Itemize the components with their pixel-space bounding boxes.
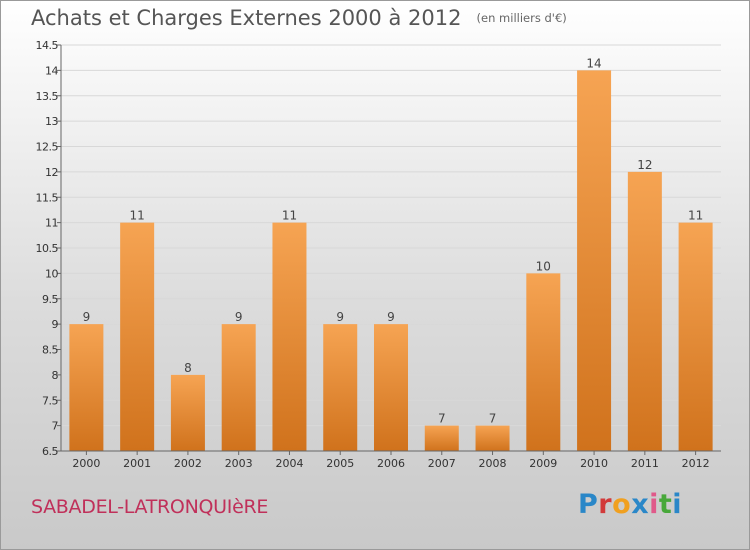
- x-tick-label: 2010: [580, 457, 608, 470]
- x-tick-label: 2009: [529, 457, 557, 470]
- x-tick-label: 2008: [479, 457, 507, 470]
- bars: [69, 70, 713, 451]
- x-tick-label: 2005: [326, 457, 354, 470]
- x-tick-label: 2004: [275, 457, 303, 470]
- x-tick-label: 2000: [72, 457, 100, 470]
- y-tick-label: 11: [45, 217, 58, 230]
- logo-letter: i: [649, 489, 659, 520]
- labels: 6.5 7 7.5 8 8.5 9 9.5 10 10.5 11 11.5 12 12.5 13 13.5 1…: [36, 39, 710, 470]
- y-tick-label: 13: [45, 115, 58, 128]
- chart-title: Achats et Charges Externes 2000 à 2012: [31, 6, 462, 30]
- data-label: 7: [489, 412, 497, 426]
- data-label: 11: [130, 209, 145, 223]
- y-tick-label: 6.5: [42, 445, 58, 458]
- bar: [627, 171, 662, 451]
- bar: [69, 324, 104, 451]
- y-tick-label: 8: [52, 369, 59, 382]
- bar: [526, 273, 561, 451]
- bar: [374, 324, 408, 451]
- y-tick-label: 10.5: [36, 242, 59, 255]
- chart-unit: (en milliers d'€): [476, 11, 567, 25]
- y-tick-label: 9: [52, 318, 59, 331]
- title-row: Achats et Charges Externes 2000 à 2012 (…: [31, 6, 567, 30]
- bar: [272, 222, 307, 451]
- x-tick-label: 2011: [631, 457, 659, 470]
- logo-letter: P: [578, 489, 599, 520]
- y-tick-label: 7: [52, 420, 59, 433]
- x-tick-label: 2003: [225, 457, 253, 470]
- bar: [221, 324, 256, 451]
- y-tick-label: 14.5: [36, 39, 59, 52]
- x-tick-label: 2007: [428, 457, 456, 470]
- commune-name: SABADEL-LATRONQUIèRE: [31, 496, 269, 518]
- data-label: 12: [637, 158, 652, 172]
- y-tick-label: 10: [45, 267, 58, 280]
- bar: [577, 70, 612, 451]
- proxiti-logo: Proxiti: [578, 489, 682, 520]
- y-tick-label: 7.5: [42, 394, 58, 407]
- x-tick-label: 2002: [174, 457, 202, 470]
- y-tick-label: 13.5: [36, 90, 59, 103]
- data-label: 9: [235, 310, 243, 324]
- x-tick-label: 2006: [377, 457, 405, 470]
- data-label: 7: [438, 412, 446, 426]
- axes: [57, 44, 721, 455]
- y-tick-label: 14: [45, 64, 58, 77]
- bar: [323, 324, 358, 451]
- data-label: 11: [688, 209, 703, 223]
- bar: [424, 425, 459, 451]
- x-tick-label: 2001: [123, 457, 151, 470]
- logo-letter: t: [658, 489, 673, 520]
- bar: [475, 425, 510, 451]
- data-label: 11: [282, 209, 297, 223]
- x-tick-label: 2012: [682, 457, 710, 470]
- logo-letter: i: [672, 489, 683, 520]
- data-label: 9: [336, 310, 344, 324]
- bar: [678, 222, 713, 451]
- bar: [170, 374, 205, 451]
- logo-letter: x: [631, 489, 650, 520]
- data-label: 10: [536, 259, 551, 273]
- y-tick-label: 11.5: [36, 191, 59, 204]
- data-label: 9: [387, 310, 395, 324]
- y-tick-label: 9.5: [42, 293, 58, 306]
- logo-letter: o: [612, 489, 632, 520]
- data-label: 9: [83, 310, 91, 324]
- data-label: 8: [184, 361, 192, 375]
- data-label: 14: [586, 56, 601, 70]
- bar: [120, 222, 155, 451]
- logo-letter: r: [598, 489, 613, 520]
- y-tick-label: 8.5: [42, 344, 58, 357]
- y-tick-label: 12: [45, 166, 58, 179]
- y-tick-label: 12.5: [36, 141, 59, 154]
